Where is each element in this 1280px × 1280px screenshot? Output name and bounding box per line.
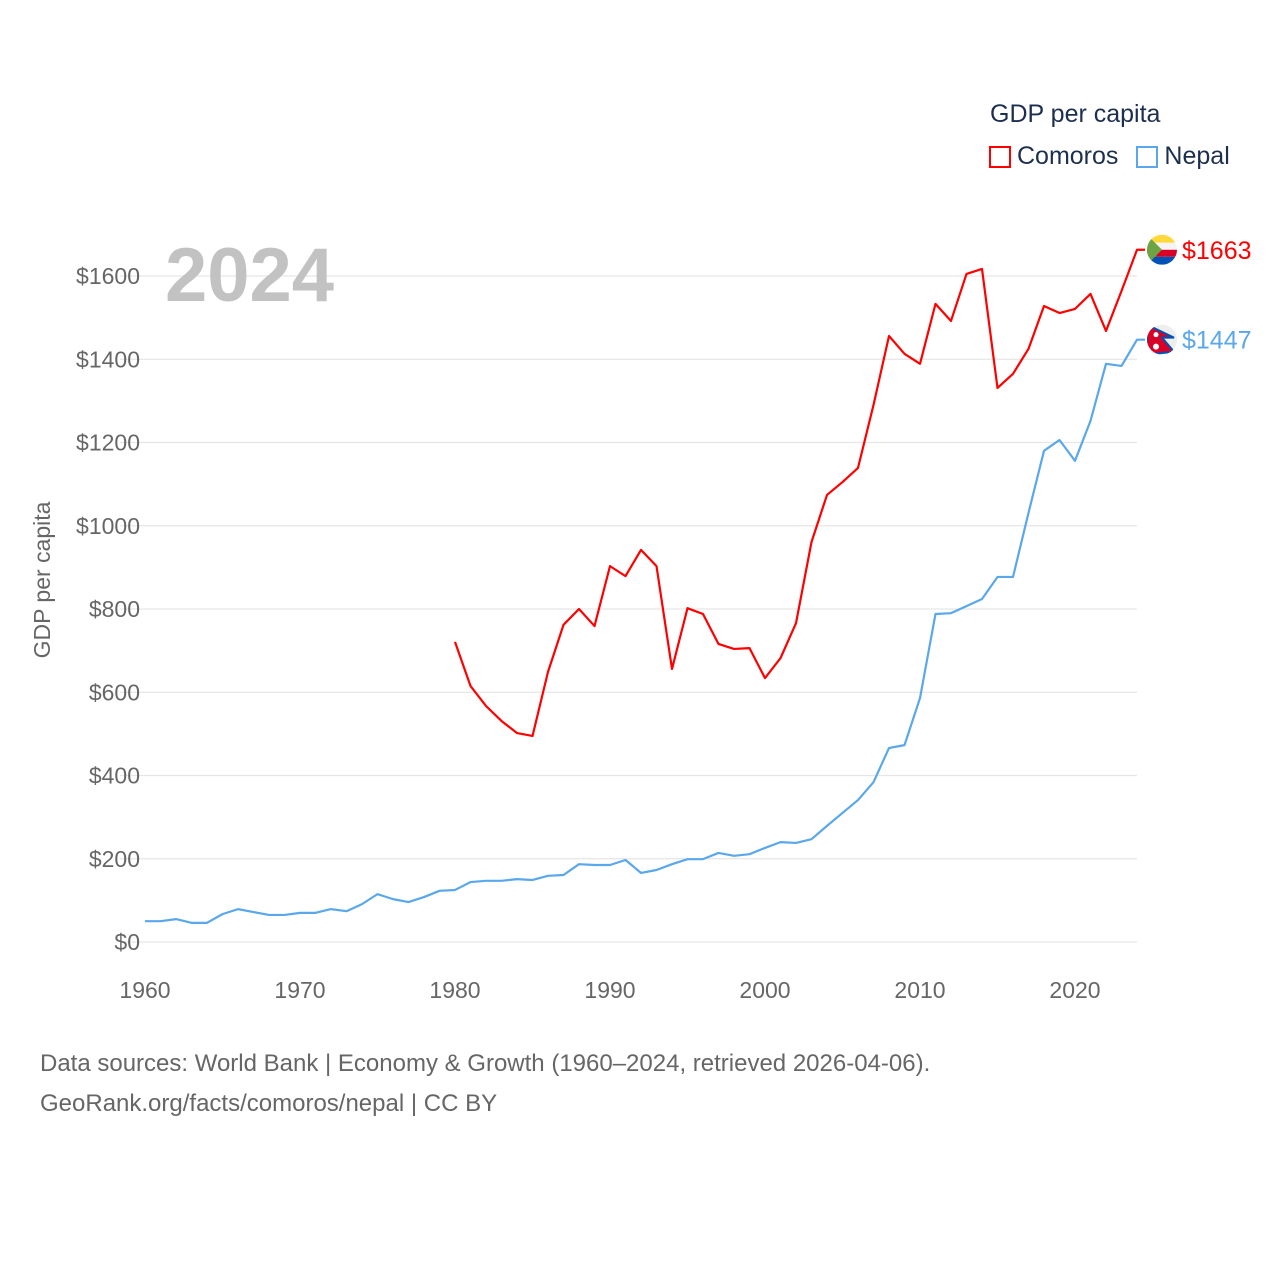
y-axis-label: GDP per capita: [29, 501, 55, 658]
y-tick-label: $1200: [76, 430, 140, 456]
legend-label-comoros: Comoros: [1017, 142, 1119, 170]
x-tick-label: 1970: [274, 977, 325, 1003]
source-line-2: GeoRank.org/facts/comoros/nepal | CC BY: [40, 1090, 498, 1117]
y-tick-label: $200: [89, 846, 140, 872]
x-tick-label: 2020: [1049, 977, 1100, 1003]
y-tick-label: $1000: [76, 513, 140, 539]
y-tick-label: $1400: [76, 346, 140, 372]
legend-label-nepal: Nepal: [1164, 142, 1230, 170]
legend: Comoros Nepal: [989, 142, 1230, 171]
x-tick-label: 2000: [739, 977, 790, 1003]
y-tick-label: $400: [89, 763, 140, 789]
legend-swatch-nepal: [1136, 145, 1159, 168]
legend-item-comoros[interactable]: Comoros: [989, 142, 1118, 171]
legend-swatch-comoros: [989, 145, 1011, 168]
x-tick-label: 2010: [894, 977, 945, 1003]
y-tick-label: $800: [89, 596, 140, 622]
year-label: 2024: [165, 233, 334, 318]
series-line-comoros: [453, 248, 1145, 738]
legend-item-nepal[interactable]: Nepal: [1136, 142, 1230, 171]
y-tick-label: $1600: [76, 263, 140, 289]
series-line-nepal: [145, 338, 1145, 924]
nepal-flag-icon: [1147, 324, 1177, 355]
source-line-1: Data sources: World Bank | Economy & Gro…: [40, 1050, 931, 1077]
x-tick-label: 1990: [584, 977, 635, 1003]
x-tick-label: 1980: [429, 977, 480, 1003]
comoros-flag-icon: [1147, 234, 1177, 265]
source-note: Data sources: World Bank | Economy & Gro…: [40, 1044, 930, 1124]
y-tick-label: $600: [89, 679, 140, 705]
x-tick-label: 1960: [119, 977, 170, 1003]
legend-title: GDP per capita: [990, 100, 1161, 128]
y-tick-label: $0: [114, 929, 140, 955]
end-label-comoros: $1663: [1182, 237, 1252, 265]
end-label-nepal: $1447: [1182, 327, 1252, 355]
